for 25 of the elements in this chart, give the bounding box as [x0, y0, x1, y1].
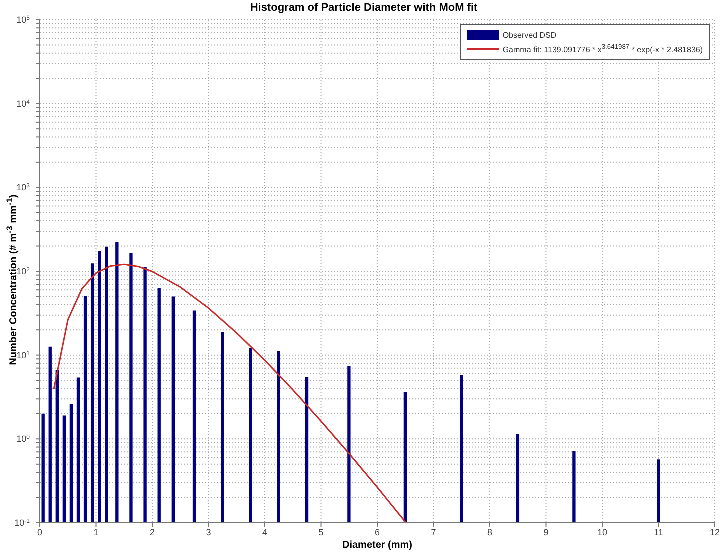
x-axis-title: Diameter (mm) [341, 540, 414, 551]
x-tick-label: 0 [37, 527, 43, 538]
x-tick-label: 11 [654, 527, 664, 538]
line-series [53, 264, 406, 523]
y-tick-label: 10$^{4}$ [16, 98, 31, 109]
x-tick-label: 12 [710, 527, 720, 538]
x-tick-label: 5 [318, 527, 324, 538]
x-tick-label: 4 [262, 527, 268, 538]
x-tick-label: 7 [431, 527, 436, 538]
y-tick-label: 10$^{1}$ [16, 350, 31, 360]
y-tick-label: 10$^{-1}$ [14, 518, 31, 528]
y-tick-label: 10$^{3}$ [16, 182, 31, 193]
y-tick-label: 10$^{2}$ [16, 266, 31, 276]
y-tick-label: 10$^{5}$ [16, 15, 31, 25]
y-tick-label: 10$^{0}$ [16, 434, 31, 444]
x-tick-label: 8 [487, 527, 493, 538]
legend-label: Observed DSD [502, 30, 557, 40]
x-tick-label: 1 [94, 527, 99, 538]
x-tick-label: 6 [374, 527, 380, 538]
chart-title: Histogram of Particle Diameter with MoM fit [249, 2, 479, 14]
x-tick-label: 10 [597, 527, 608, 538]
x-tick-label: 3 [206, 527, 212, 538]
legend-label: Gamma fit: 1139.091776 * x$^{3.641987}$ * exp(-x * 2.481836) [502, 44, 703, 54]
x-tick-label: 9 [544, 527, 549, 538]
x-tick-label: 2 [150, 527, 156, 538]
